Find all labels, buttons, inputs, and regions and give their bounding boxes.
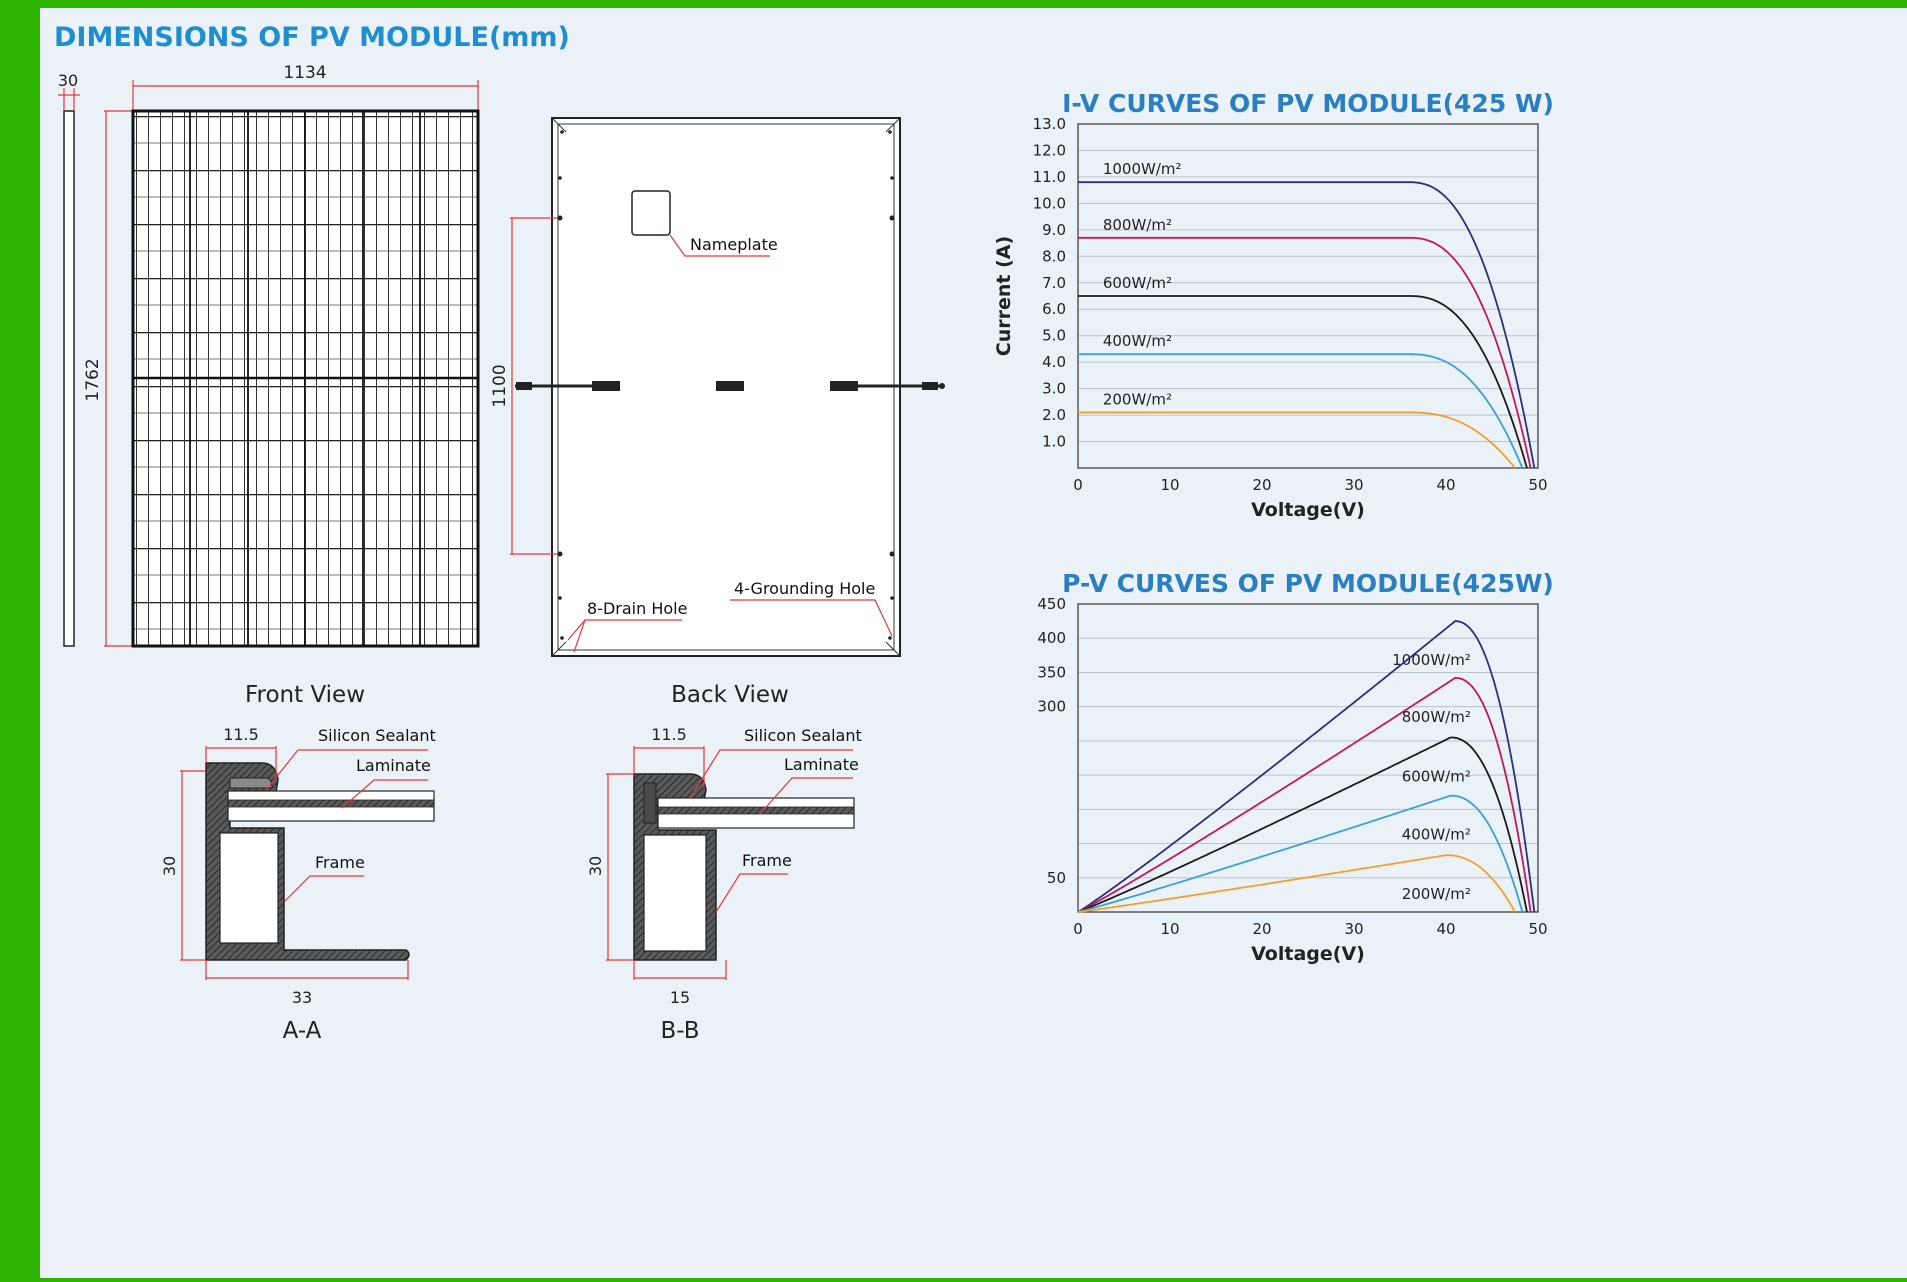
width-dimension: 1134 [283,63,326,83]
y-tick-label: 400 [1037,629,1066,647]
laminate-label: Laminate [784,755,859,774]
iv-curve-chart: I-V CURVES OF PV MODULE(425 W) 1.0 2.0 3.0 4… [993,89,1554,521]
front-view-label: Front View [245,682,365,708]
series-curve [1078,236,1532,469]
y-axis-label: Current (A) [993,236,1015,356]
y-tick-label: 9.0 [1042,221,1066,239]
nameplate [631,190,671,236]
section-b-b: 11.5 30 15 Silicon Sealant Laminate Fram… [586,725,862,1044]
x-tick-label: 50 [1528,476,1547,494]
front-view: 30 1134 1762 Front View [58,63,480,708]
x-tick-label: 20 [1252,476,1271,494]
top-dimension: 11.5 [223,725,259,744]
series-label: 1000W/m² [1103,160,1182,178]
section-a-a-label: A-A [283,1018,322,1044]
grounding-hole-label: 4-Grounding Hole [734,579,875,598]
series-curve [1078,353,1524,469]
frame-label: Frame [742,851,792,870]
x-tick-label: 30 [1344,920,1363,938]
back-view: 1100 Nameplate 8-Drain Hole 4-Grounding … [490,117,945,708]
side-profile [63,110,75,647]
x-tick-label: 10 [1160,476,1179,494]
connector-icon [830,381,858,391]
y-tick-label: 11.0 [1033,168,1066,186]
x-tick-label: 30 [1344,476,1363,494]
y-tick-label: 50 [1047,869,1066,887]
series-curve [1078,181,1536,469]
nameplate-label: Nameplate [690,235,778,254]
frame-label: Frame [315,853,365,872]
y-tick-label: 1.0 [1042,433,1066,451]
chart-title: P-V CURVES OF PV MODULE(425W) [1062,569,1554,598]
page-title: DIMENSIONS OF PV MODULE(mm) [54,22,570,53]
x-axis-label: Voltage(V) [1251,499,1365,521]
series-curve [1077,736,1528,913]
drain-hole-label: 8-Drain Hole [587,599,687,618]
x-tick-label: 0 [1073,476,1083,494]
series-curve [1077,854,1516,913]
height-dimension: 30 [160,856,179,876]
x-tick-label: 20 [1252,920,1271,938]
y-tick-label: 350 [1037,663,1066,681]
y-tick-label: 4.0 [1042,353,1066,371]
y-tick-label: 13.0 [1033,115,1066,133]
y-tick-label: 8.0 [1042,247,1066,265]
x-tick-label: 40 [1436,476,1455,494]
y-tick-label: 2.0 [1042,406,1066,424]
section-b-b-label: B-B [660,1018,699,1044]
series-label: 1000W/m² [1392,651,1471,669]
height-dimension: 30 [586,856,605,876]
top-dimension: 11.5 [651,725,687,744]
series-curve [1078,411,1516,469]
series-label: 400W/m² [1402,826,1471,844]
y-tick-label: 5.0 [1042,327,1066,345]
thickness-dimension: 30 [58,71,78,90]
series-label: 600W/m² [1103,274,1172,292]
back-view-label: Back View [671,682,789,708]
y-tick-label: 7.0 [1042,274,1066,292]
bottom-dimension: 33 [292,988,312,1007]
series-label: 600W/m² [1402,767,1471,785]
plot-frame [1077,603,1539,913]
sealant-label: Silicon Sealant [744,726,862,745]
series-curve [1077,620,1536,913]
chart-title: I-V CURVES OF PV MODULE(425 W) [1062,89,1554,118]
bottom-dimension: 15 [670,988,690,1007]
series-curve [1078,295,1528,469]
x-axis-label: Voltage(V) [1251,943,1365,965]
y-tick-label: 12.0 [1033,141,1066,159]
series-label: 200W/m² [1103,390,1172,408]
series-curve [1077,676,1532,913]
x-tick-label: 40 [1436,920,1455,938]
y-tick-label: 3.0 [1042,380,1066,398]
connector-icon [592,381,620,391]
x-tick-label: 10 [1160,920,1179,938]
datasheet-panel: DIMENSIONS OF PV MODULE(mm) 30 [40,8,1907,1278]
y-tick-label: 6.0 [1042,300,1066,318]
junction-box-icon [716,381,744,391]
laminate-label: Laminate [356,756,431,775]
height-dimension: 1762 [83,358,103,401]
y-tick-label: 10.0 [1033,194,1066,212]
y-tick-label: 300 [1037,698,1066,716]
series-label: 200W/m² [1402,885,1471,903]
drawing-canvas: 30 1134 1762 Front View [58,63,1554,1044]
sealant-label: Silicon Sealant [318,726,436,745]
section-a-a: 11.5 30 33 Silicon Sealant Laminate Fram… [160,725,436,1044]
series-label: 400W/m² [1103,332,1172,350]
series-curve [1077,794,1524,913]
x-tick-label: 50 [1528,920,1547,938]
x-tick-label: 0 [1073,920,1083,938]
y-tick-label: 450 [1037,595,1066,613]
hole-spacing-dimension: 1100 [490,364,510,407]
pv-curve-chart: P-V CURVES OF PV MODULE(425W)50300350400… [1037,569,1554,965]
series-label: 800W/m² [1103,216,1172,234]
series-label: 800W/m² [1402,708,1471,726]
